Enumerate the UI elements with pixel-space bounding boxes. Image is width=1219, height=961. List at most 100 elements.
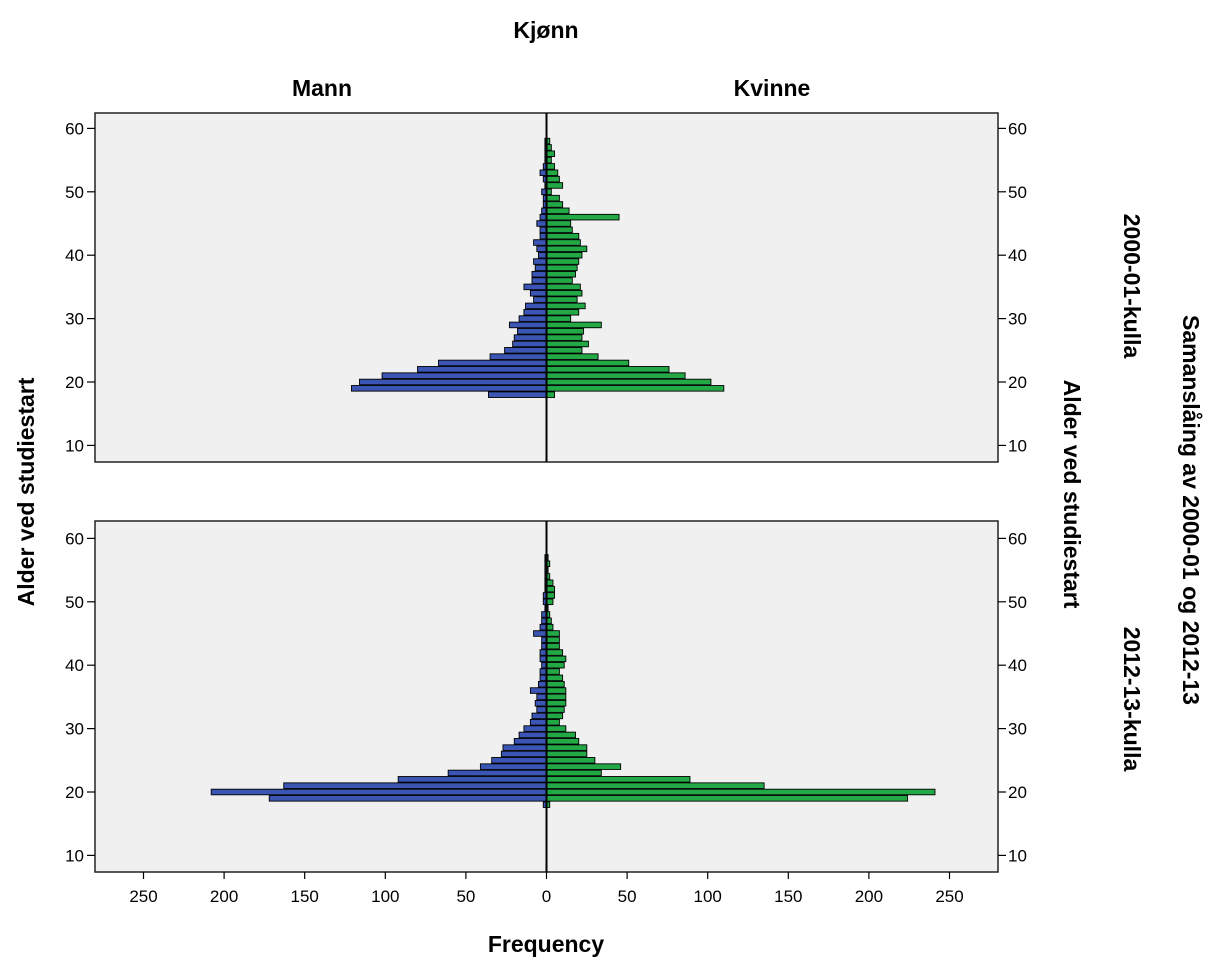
bar-kvinne-age-44 (546, 226, 573, 234)
bar-mann-age-36 (531, 277, 547, 284)
panel-label-2000-01: 2000-01-kulla (1119, 214, 1145, 359)
bar-kvinne-age-56 (546, 150, 556, 158)
bar-kvinne-age-29 (546, 731, 576, 739)
y-tick-label-left-50: 50 (65, 183, 84, 202)
bar-mann-age-29 (518, 731, 547, 739)
bar-kvinne-age-40 (546, 661, 565, 669)
bar-kvinne-age-28 (546, 328, 585, 335)
bar-kvinne-age-35 (546, 693, 567, 701)
bar-mann-age-38 (534, 264, 547, 272)
y-tick-label-right-60: 60 (1008, 529, 1027, 548)
bar-kvinne-age-44 (546, 636, 560, 644)
bar-kvinne-age-27 (546, 744, 588, 751)
bar-kvinne-age-23 (546, 769, 602, 777)
bar-kvinne-age-22 (546, 366, 670, 373)
bar-kvinne-age-19 (546, 385, 725, 392)
bar-mann-age-41 (536, 245, 547, 253)
bar-kvinne-age-34 (546, 289, 583, 297)
x-tick-label-8: 150 (774, 887, 802, 906)
bar-kvinne-age-31 (546, 719, 560, 726)
bar-mann-age-24 (479, 763, 547, 770)
bar-kvinne-age-36 (546, 277, 573, 284)
y-tick-label-right-20: 20 (1008, 783, 1027, 802)
bar-kvinne-age-26 (546, 750, 588, 758)
x-tick-label-2: 150 (291, 887, 319, 906)
bar-kvinne-age-51 (546, 592, 556, 599)
bar-mann-age-32 (525, 302, 547, 310)
y-tick-label-left-30: 30 (65, 310, 84, 329)
y-tick-label-right-20: 20 (1008, 373, 1027, 392)
bar-kvinne-age-46 (546, 213, 620, 221)
bar-kvinne-age-25 (546, 757, 596, 764)
y-tick-label-left-10: 10 (65, 436, 84, 455)
bar-mann-age-33 (536, 706, 547, 713)
row-group-label: Samanslåing av 2000-01 og 2012-13 (1178, 315, 1204, 705)
bar-mann-age-34 (529, 289, 547, 297)
bar-mann-age-31 (523, 309, 547, 316)
bar-kvinne-age-28 (546, 738, 580, 745)
x-tick-label-6: 50 (618, 887, 637, 906)
bar-kvinne-age-40 (546, 251, 583, 259)
bar-kvinne-age-43 (546, 642, 560, 650)
bar-mann-age-34 (534, 699, 547, 707)
bar-mann-age-28 (513, 738, 547, 745)
bar-kvinne-age-33 (546, 296, 578, 303)
bar-kvinne-age-32 (546, 712, 564, 720)
x-tick-label-10: 250 (935, 887, 963, 906)
bar-mann-age-21 (381, 372, 547, 379)
bar-kvinne-age-26 (546, 340, 589, 348)
bar-kvinne-age-42 (546, 239, 581, 246)
bar-mann-age-26 (500, 750, 547, 758)
bar-kvinne-age-41 (546, 245, 588, 253)
bar-kvinne-age-21 (546, 372, 686, 379)
bar-kvinne-age-37 (546, 680, 565, 688)
bar-mann-age-20 (210, 788, 547, 796)
bar-kvinne-age-38 (546, 264, 578, 272)
bar-mann-age-23 (447, 769, 547, 777)
bar-kvinne-age-54 (546, 163, 556, 170)
bar-mann-age-37 (531, 270, 547, 278)
bar-kvinne-age-20 (546, 788, 936, 796)
bar-mann-age-22 (397, 776, 547, 783)
y-tick-label-right-10: 10 (1008, 436, 1027, 455)
y-tick-label-left-20: 20 (65, 373, 84, 392)
bar-mann-age-29 (508, 321, 547, 329)
bar-mann-age-36 (529, 687, 547, 694)
bar-kvinne-age-20 (546, 378, 712, 386)
bar-kvinne-age-36 (546, 687, 567, 694)
bar-kvinne-age-52 (546, 585, 556, 593)
chart-panel-1: 10 10 20 20 30 30 40 40 50 50 60 60 (65, 112, 1027, 463)
bar-kvinne-age-21 (546, 782, 765, 789)
bar-kvinne-age-42 (546, 649, 564, 656)
bar-kvinne-age-39 (546, 668, 560, 675)
bar-kvinne-age-24 (546, 353, 599, 360)
bar-mann-age-35 (536, 693, 547, 701)
y-axis-label-right: Alder ved studiestart (1059, 380, 1085, 609)
bar-mann-age-19 (350, 385, 547, 392)
y-tick-label-left-40: 40 (65, 656, 84, 675)
bar-mann-age-21 (283, 782, 547, 789)
bar-kvinne-age-52 (546, 175, 560, 183)
bar-kvinne-age-30 (546, 315, 572, 322)
y-tick-label-left-40: 40 (65, 246, 84, 265)
bar-kvinne-age-35 (546, 283, 581, 291)
y-tick-label-right-10: 10 (1008, 846, 1027, 865)
y-tick-label-right-60: 60 (1008, 119, 1027, 138)
bar-mann-age-42 (533, 239, 547, 246)
bar-mann-age-31 (529, 719, 547, 726)
x-tick-label-7: 100 (694, 887, 722, 906)
bar-kvinne-age-18 (546, 391, 556, 398)
column-label-kvinne: Kvinne (734, 75, 811, 101)
bar-kvinne-age-22 (546, 776, 691, 783)
bar-kvinne-age-45 (546, 630, 560, 637)
column-label-mann: Mann (292, 75, 352, 101)
y-tick-label-left-20: 20 (65, 783, 84, 802)
x-axis-label: Frequency (488, 931, 605, 957)
bar-kvinne-age-41 (546, 655, 567, 663)
bar-mann-age-30 (518, 315, 547, 322)
bar-kvinne-age-49 (546, 194, 560, 202)
x-tick-label-5: 0 (542, 887, 551, 906)
bar-mann-age-40 (537, 251, 547, 259)
y-tick-label-right-50: 50 (1008, 183, 1027, 202)
x-tick-label-4: 50 (456, 887, 475, 906)
